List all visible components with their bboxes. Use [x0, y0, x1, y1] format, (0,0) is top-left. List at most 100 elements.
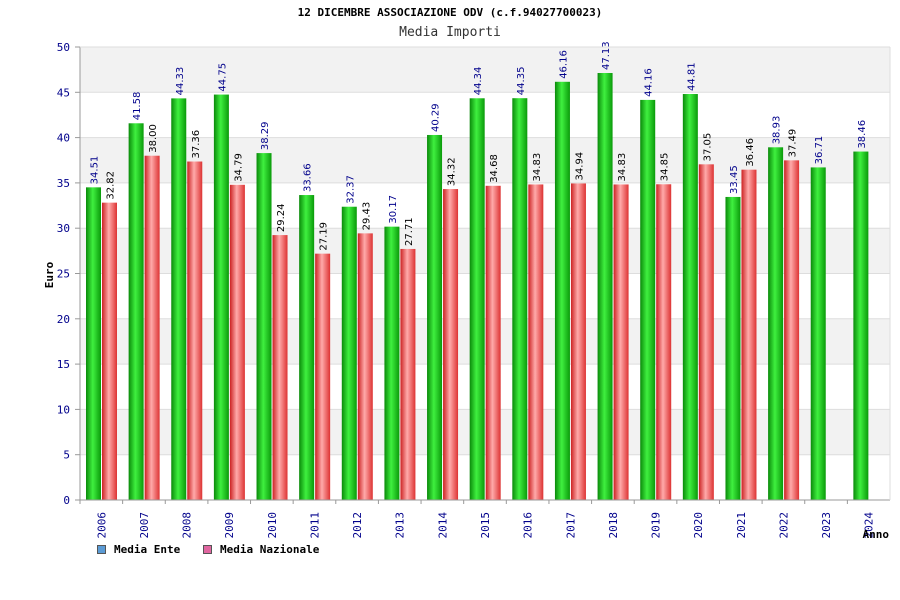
x-axis-label: Anno: [863, 528, 890, 541]
legend-label: Media Ente: [114, 543, 181, 556]
x-tick-label: 2017: [564, 512, 577, 539]
data-label: 44.16: [644, 68, 655, 97]
y-tick-label: 25: [57, 268, 70, 281]
bar-media-ente: [725, 196, 741, 500]
data-label: 27.19: [319, 222, 330, 251]
bar-media-nazionale: [187, 161, 203, 500]
bar-media-ente: [171, 98, 187, 500]
bar-media-nazionale: [272, 235, 288, 500]
bar-media-ente: [256, 153, 272, 501]
y-tick-labels: 0 5 10 15 20 25 30 35 40 45 50: [57, 41, 70, 507]
data-label: 44.34: [473, 67, 484, 96]
y-tick-label: 35: [57, 177, 70, 190]
data-label: 33.66: [303, 163, 314, 192]
y-tick-label: 40: [57, 132, 70, 145]
x-tick-label: 2016: [522, 512, 535, 539]
x-tick-labels: 2006 2007 2008 2009 2010 2011 2012 2013 2014 2015…: [95, 512, 875, 539]
bar-media-ente: [512, 98, 528, 501]
bar-media-nazionale: [741, 169, 757, 500]
data-label: 41.58: [132, 92, 143, 121]
chart-title: 12 DICEMBRE ASSOCIAZIONE ODV (c.f.940277…: [297, 6, 603, 19]
chart-subtitle: Media Importi: [399, 25, 501, 40]
y-tick-label: 30: [57, 222, 70, 235]
x-tick-label: 2012: [351, 512, 364, 539]
bar-media-nazionale: [485, 185, 501, 500]
x-tick-label: 2022: [777, 512, 790, 539]
legend-swatch: [97, 545, 106, 554]
x-tick-label: 2023: [820, 512, 833, 539]
data-label: 34.83: [532, 153, 543, 182]
bar-media-ente: [213, 94, 229, 500]
data-label: 34.32: [447, 157, 458, 186]
bar-media-nazionale: [102, 202, 117, 500]
data-label: 34.94: [574, 152, 585, 181]
data-label: 29.24: [276, 203, 287, 232]
bar-media-ente: [86, 187, 101, 500]
legend-label: Media Nazionale: [220, 543, 320, 556]
data-label: 29.43: [361, 202, 372, 231]
x-tick-label: 2011: [308, 512, 321, 539]
data-label: 40.29: [431, 103, 442, 132]
data-label: 37.49: [788, 129, 799, 158]
y-tick-label: 50: [57, 41, 70, 54]
x-tick-label: 2008: [181, 512, 194, 539]
legend-swatch: [203, 545, 212, 554]
data-label: 38.46: [857, 120, 868, 149]
bar-media-ente: [128, 123, 144, 500]
data-label: 34.85: [660, 153, 671, 182]
bar-media-ente: [554, 81, 570, 500]
bar-media-ente: [682, 94, 698, 501]
data-label: 37.05: [702, 133, 713, 162]
bar-media-nazionale: [357, 233, 373, 500]
data-label: 46.16: [558, 50, 569, 79]
data-label: 38.29: [260, 121, 271, 150]
y-tick-label: 20: [57, 313, 70, 326]
bar-media-ente: [640, 99, 656, 500]
bar-media-ente: [384, 226, 400, 501]
data-label: 27.71: [404, 217, 415, 246]
bars: [86, 73, 869, 501]
data-label: 34.51: [90, 156, 101, 185]
bar-media-nazionale: [400, 248, 416, 500]
data-label: 36.71: [814, 136, 825, 165]
legend-item-media-nazionale: Media Nazionale: [203, 543, 319, 556]
data-label: 38.93: [772, 116, 783, 145]
x-tick-label: 2018: [607, 512, 620, 539]
bar-media-ente: [341, 206, 357, 501]
y-tick-label: 15: [57, 358, 70, 371]
x-tick-label: 2021: [735, 512, 748, 539]
data-label: 44.33: [175, 67, 186, 96]
data-label: 34.68: [489, 154, 500, 183]
x-tick-label: 2010: [266, 512, 279, 539]
data-label: 38.00: [148, 124, 159, 153]
x-tick-label: 2014: [436, 512, 449, 539]
x-tick-label: 2024: [863, 512, 876, 539]
y-tick-label: 5: [63, 449, 70, 462]
bar-media-nazionale: [315, 253, 331, 500]
x-tick-label: 2007: [138, 512, 151, 539]
y-tick-label: 10: [57, 403, 70, 416]
y-tick-label: 45: [57, 86, 70, 99]
bar-media-nazionale: [570, 183, 586, 500]
data-label: 34.83: [617, 153, 628, 182]
data-label: 34.79: [233, 153, 244, 182]
data-label: 36.46: [745, 138, 756, 167]
bar-media-ente: [469, 98, 485, 500]
data-label: 44.35: [516, 67, 527, 96]
bar-media-nazionale: [528, 184, 544, 501]
x-tick-label: 2013: [394, 512, 407, 539]
x-tick-label: 2015: [479, 512, 492, 539]
axes: [75, 46, 891, 504]
bar-media-nazionale: [229, 184, 245, 500]
bar-media-ente: [853, 151, 869, 500]
bar-media-nazionale: [698, 164, 714, 500]
x-tick-label: 2020: [692, 512, 705, 539]
bar-media-nazionale: [784, 160, 800, 500]
bar-media-ente: [299, 195, 315, 500]
bar-media-nazionale: [656, 184, 672, 500]
data-label: 32.82: [106, 171, 117, 200]
x-tick-label: 2009: [223, 512, 236, 539]
bar-media-ente: [810, 167, 826, 500]
data-label: 30.17: [388, 195, 399, 224]
